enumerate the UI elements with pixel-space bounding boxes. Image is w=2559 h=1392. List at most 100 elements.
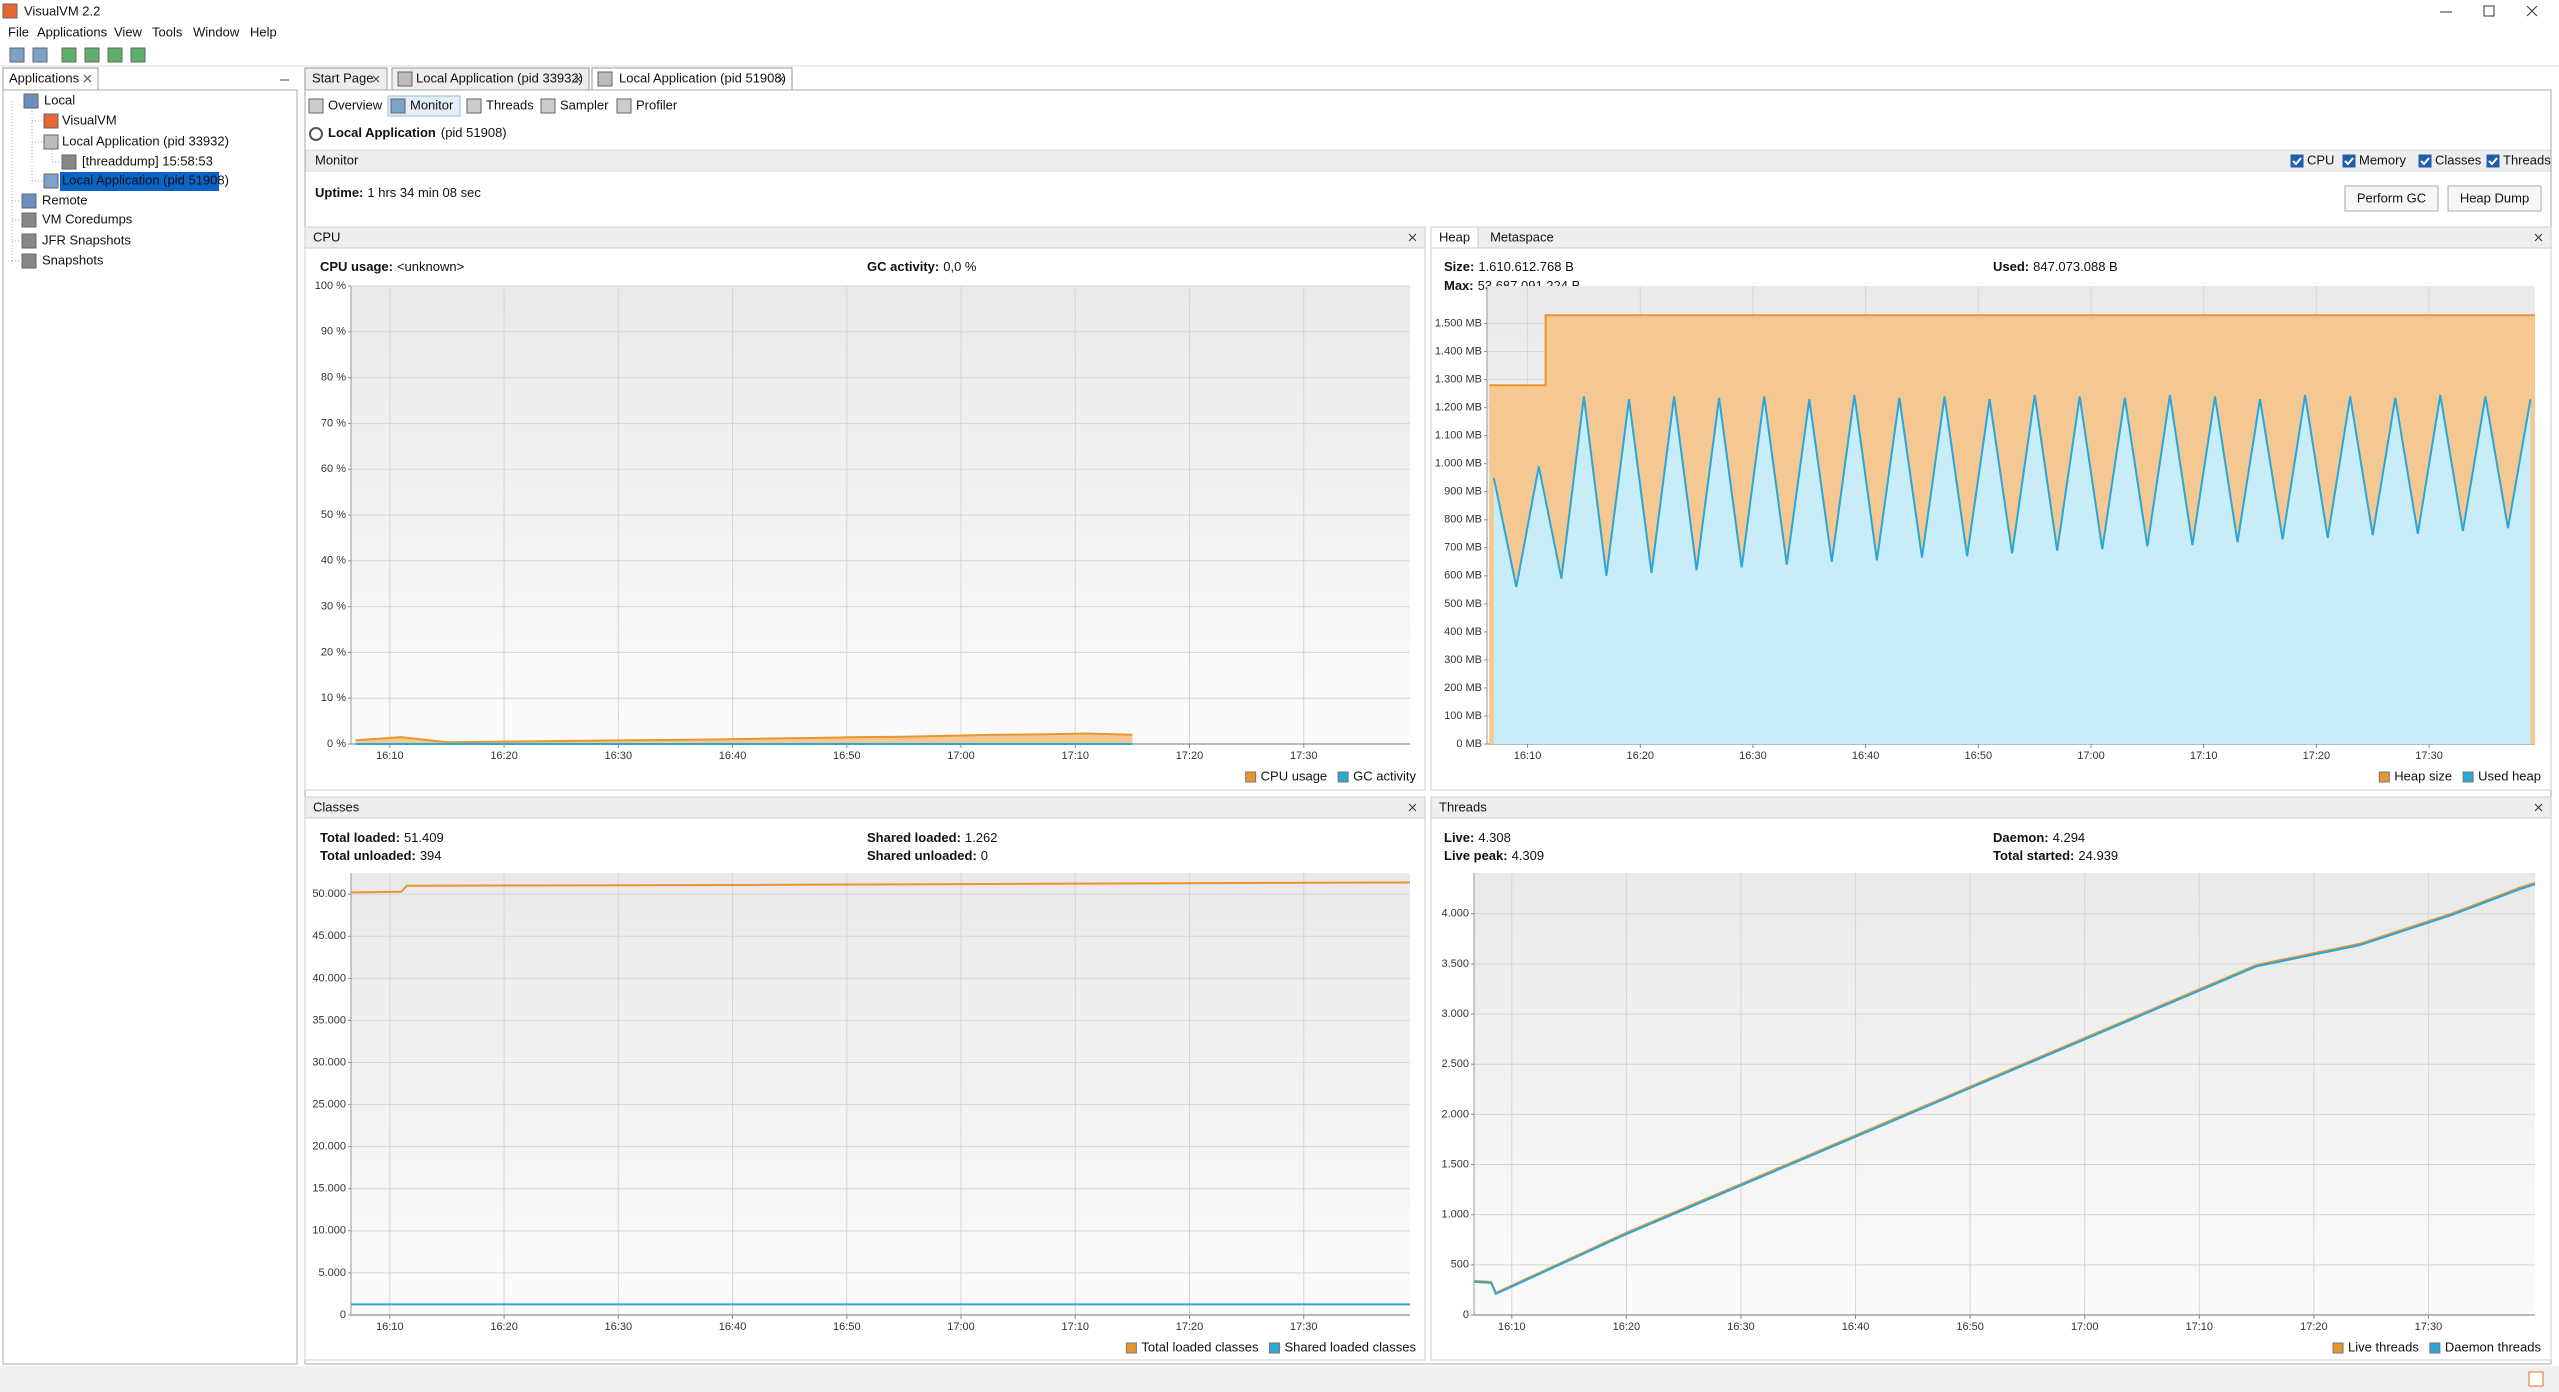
checkbox[interactable] [2486, 154, 2500, 168]
y-tick-label: 500 MB [1444, 598, 1482, 610]
x-tick-label: 17:00 [947, 750, 975, 762]
menu-item[interactable]: Window [193, 24, 240, 39]
x-tick-label: 17:30 [1290, 1321, 1318, 1333]
panel-stat: CPU usage: <unknown> [320, 259, 464, 274]
y-tick-label: 1.500 MB [1435, 317, 1482, 329]
panel-tab: Threads [1439, 799, 1487, 814]
subtab-icon [466, 98, 482, 114]
tree-item[interactable]: VM Coredumps [42, 211, 133, 226]
checkbox-label[interactable]: Threads [2503, 152, 2551, 167]
document-tab-close[interactable] [777, 75, 785, 83]
tree-icon [21, 233, 37, 249]
stat-value: 24.939 [2078, 848, 2118, 863]
stat-label: Total loaded: [320, 830, 400, 845]
checkbox-label[interactable]: CPU [2307, 152, 2334, 167]
tree-item[interactable]: VisualVM [62, 112, 117, 127]
x-tick-label: 17:30 [1290, 750, 1318, 762]
area-line [1492, 394, 2532, 588]
y-tick-label: 0 [340, 1309, 346, 1321]
y-tick-label: 40 % [321, 555, 346, 567]
menu-item[interactable]: Applications [37, 24, 108, 39]
y-tick-label: 20.000 [312, 1141, 346, 1153]
y-tick-label: 1.500 [1441, 1158, 1469, 1170]
menu-item[interactable]: View [114, 24, 143, 39]
stat-value: 4.308 [1478, 830, 1511, 845]
legend-swatch [1245, 771, 1257, 783]
menu-item[interactable]: Tools [152, 24, 183, 39]
menu-item[interactable]: Help [250, 24, 277, 39]
y-tick-label: 30.000 [312, 1056, 346, 1068]
y-tick-label: 90 % [321, 326, 346, 338]
y-tick-label: 1.300 MB [1435, 374, 1482, 386]
y-tick-label: 600 MB [1444, 570, 1482, 582]
checkbox-label[interactable]: Classes [2435, 152, 2482, 167]
checkbox[interactable] [2342, 154, 2356, 168]
uptime: Uptime: 1 hrs 34 min 08 sec [315, 185, 481, 200]
x-tick-label: 16:50 [833, 750, 861, 762]
panel-close[interactable] [1408, 803, 1417, 812]
sidebar-tab-label[interactable]: Applications [9, 70, 80, 85]
document-tab-label[interactable]: Start Page [312, 70, 373, 85]
checkmark [2344, 157, 2354, 166]
tree-item[interactable]: Local Application (pid 51908) [62, 172, 229, 187]
tree-item[interactable]: Remote [42, 192, 88, 207]
legend-label: Daemon threads [2445, 1339, 2542, 1354]
document-tab-close[interactable] [372, 75, 380, 83]
y-tick-label: 3.500 [1441, 958, 1469, 970]
subtab[interactable]: Sampler [560, 97, 609, 112]
x-tick-label: 17:30 [2415, 750, 2443, 762]
subtab-selected [387, 95, 461, 117]
y-tick-label: 3.000 [1441, 1008, 1469, 1020]
x-tick-label: 16:50 [1965, 750, 1993, 762]
tree-selection [60, 172, 219, 191]
y-tick-label: 700 MB [1444, 542, 1482, 554]
stat-label: Used: [1993, 259, 2029, 274]
checkbox[interactable] [2290, 154, 2304, 168]
sidebar-tab-close[interactable] [83, 74, 92, 83]
subtab[interactable]: Overview [328, 97, 383, 112]
panel-close[interactable] [2534, 803, 2543, 812]
line [1473, 883, 2536, 1296]
maximize-button[interactable] [2483, 5, 2495, 17]
button[interactable] [2447, 185, 2542, 212]
stat-value: 51.409 [404, 830, 444, 845]
panel-close[interactable] [1408, 233, 1417, 242]
close-button[interactable] [2526, 5, 2538, 17]
y-tick-label: 400 MB [1444, 626, 1482, 638]
tree-item[interactable]: Local [44, 92, 75, 107]
legend-swatch [1337, 771, 1349, 783]
legend-label: Used heap [2478, 768, 2541, 783]
checkbox-label[interactable]: Memory [2359, 152, 2406, 167]
panel-close[interactable] [2534, 233, 2543, 242]
menu-item[interactable]: File [8, 24, 29, 39]
subtab[interactable]: Threads [486, 97, 534, 112]
panel-header [304, 226, 1426, 249]
checkmark [2420, 157, 2430, 166]
checkbox[interactable] [2418, 154, 2432, 168]
subtab[interactable]: Monitor [410, 97, 454, 112]
document-tab-label[interactable]: Local Application (pid 51908) [619, 70, 786, 85]
y-tick-label: 4.000 [1441, 908, 1469, 920]
legend-label: Heap size [2394, 768, 2452, 783]
legend-swatch [1125, 1342, 1137, 1354]
x-tick-label: 16:10 [376, 750, 404, 762]
panel-tab[interactable]: Metaspace [1490, 229, 1554, 244]
button-label[interactable]: Perform GC [2357, 190, 2426, 205]
tab-icon [397, 71, 413, 87]
x-tick-label: 16:20 [1626, 750, 1654, 762]
document-tab-label[interactable]: Local Application (pid 33932) [416, 70, 583, 85]
panel-header [304, 796, 1426, 819]
tree-item[interactable]: Local Application (pid 33932) [62, 133, 229, 148]
subtab[interactable]: Profiler [636, 97, 678, 112]
subtab-icon [616, 98, 632, 114]
panel-tab[interactable]: Heap [1439, 229, 1470, 244]
x-tick-label: 17:10 [2190, 750, 2218, 762]
tree-icon [61, 154, 77, 170]
button-label[interactable]: Heap Dump [2460, 190, 2529, 205]
y-tick-label: 50.000 [312, 888, 346, 900]
tree-item[interactable]: [threaddump] 15:58:53 [82, 153, 213, 168]
tree-item[interactable]: Snapshots [42, 252, 104, 267]
document-tab-close[interactable] [574, 75, 582, 83]
tree-item[interactable]: JFR Snapshots [42, 232, 131, 247]
button[interactable] [2344, 185, 2439, 212]
